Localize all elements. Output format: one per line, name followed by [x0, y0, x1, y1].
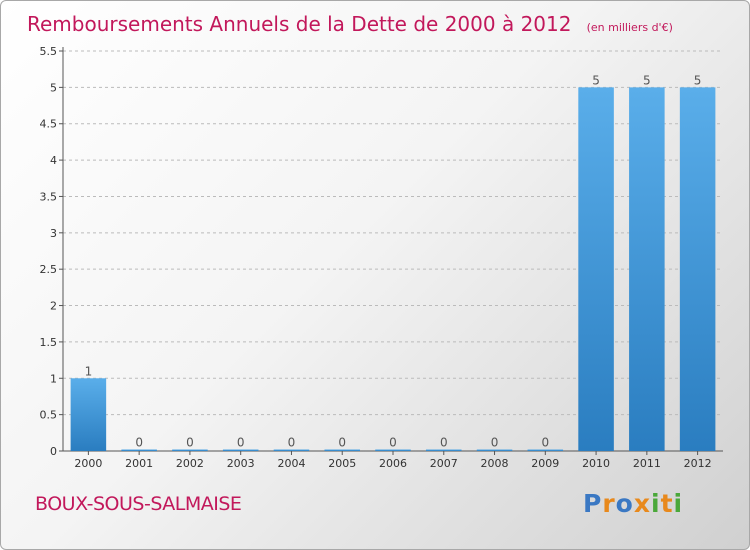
data-label-2000: 1 [85, 364, 93, 378]
y-tick-label: 2 [50, 300, 57, 313]
bar-2001 [121, 449, 157, 451]
bar-2011 [629, 87, 665, 451]
x-tick-label-2011: 2011 [633, 457, 661, 470]
bar-2003 [222, 449, 259, 451]
logo-letter: r [602, 489, 616, 518]
y-tick-label: 3 [50, 227, 57, 240]
x-tick-label-2003: 2003 [227, 457, 255, 470]
x-tick-label-2006: 2006 [379, 457, 407, 470]
x-tick-label-2005: 2005 [328, 457, 356, 470]
logo-letter: P [583, 489, 603, 518]
y-tick-label: 0.5 [40, 409, 58, 422]
axes [59, 47, 723, 455]
y-tick-label: 5 [50, 81, 57, 94]
bar-2000 [70, 378, 107, 451]
bar-2009 [527, 449, 564, 451]
data-label-2009: 0 [541, 436, 549, 450]
y-tick-label: 4.5 [40, 118, 58, 131]
x-tick-label-2007: 2007 [430, 457, 458, 470]
x-tick-label-2008: 2008 [481, 457, 509, 470]
grid-lines [63, 50, 723, 416]
logo-letter: x [633, 489, 651, 518]
chart-unit-label: (en milliers d'€) [587, 21, 673, 34]
data-label-2008: 0 [491, 436, 499, 450]
data-label-2001: 0 [135, 436, 143, 450]
data-label-2003: 0 [237, 436, 245, 450]
x-tick-label-2012: 2012 [684, 457, 712, 470]
commune-name: BOUX-SOUS-SALMAISE [35, 493, 242, 515]
bar-2010 [578, 87, 614, 451]
x-tick-label-2009: 2009 [531, 457, 559, 470]
bar-2006 [375, 449, 411, 451]
bar-2002 [172, 449, 208, 451]
bar-2008 [476, 449, 513, 451]
data-label-2010: 5 [592, 73, 600, 87]
x-tick-label-2002: 2002 [176, 457, 204, 470]
bar-2007 [426, 449, 462, 451]
data-label-2005: 0 [338, 436, 346, 450]
data-label-2011: 5 [643, 73, 651, 87]
logo-letter: i [651, 489, 661, 518]
bar-2005 [324, 449, 360, 451]
logo-letter: o [615, 489, 634, 518]
y-tick-label: 4 [50, 154, 57, 167]
y-tick-label: 3.5 [40, 190, 58, 203]
y-tick-label: 2.5 [40, 263, 58, 276]
logo-letter: t [660, 489, 674, 518]
x-tick-label-2000: 2000 [74, 457, 102, 470]
proxiti-logo: Proxiti [583, 489, 683, 518]
chart-title-text: Remboursements Annuels de la Dette de 20… [27, 12, 571, 36]
bar-2012 [679, 87, 716, 451]
y-tick-label: 1.5 [40, 336, 58, 349]
data-label-2006: 0 [389, 436, 397, 450]
data-label-2012: 5 [694, 73, 702, 87]
bar-2004 [273, 449, 310, 451]
x-tick-label-2001: 2001 [125, 457, 153, 470]
y-tick-label: 5.5 [40, 45, 58, 58]
chart-title: Remboursements Annuels de la Dette de 20… [27, 12, 673, 36]
logo-letter: i [673, 489, 684, 518]
y-tick-label: 0 [50, 445, 57, 458]
data-label-2002: 0 [186, 436, 194, 450]
labels: 0 0.5 1 1.5 2 2.5 3 3.5 4 4.5 5 5.5 1 2000 0 2001 0 2002 0… [40, 45, 712, 470]
x-tick-label-2004: 2004 [277, 457, 305, 470]
data-label-2007: 0 [440, 436, 448, 450]
x-tick-label-2010: 2010 [582, 457, 610, 470]
bars [70, 87, 716, 451]
y-tick-label: 1 [50, 372, 57, 385]
data-label-2004: 0 [288, 436, 296, 450]
